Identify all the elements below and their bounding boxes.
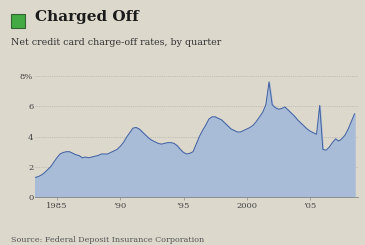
Text: Net credit card charge-off rates, by quarter: Net credit card charge-off rates, by qua… <box>11 38 221 47</box>
Text: Source: Federal Deposit Insurance Corporation: Source: Federal Deposit Insurance Corpor… <box>11 236 204 244</box>
Text: Charged Off: Charged Off <box>35 10 139 24</box>
